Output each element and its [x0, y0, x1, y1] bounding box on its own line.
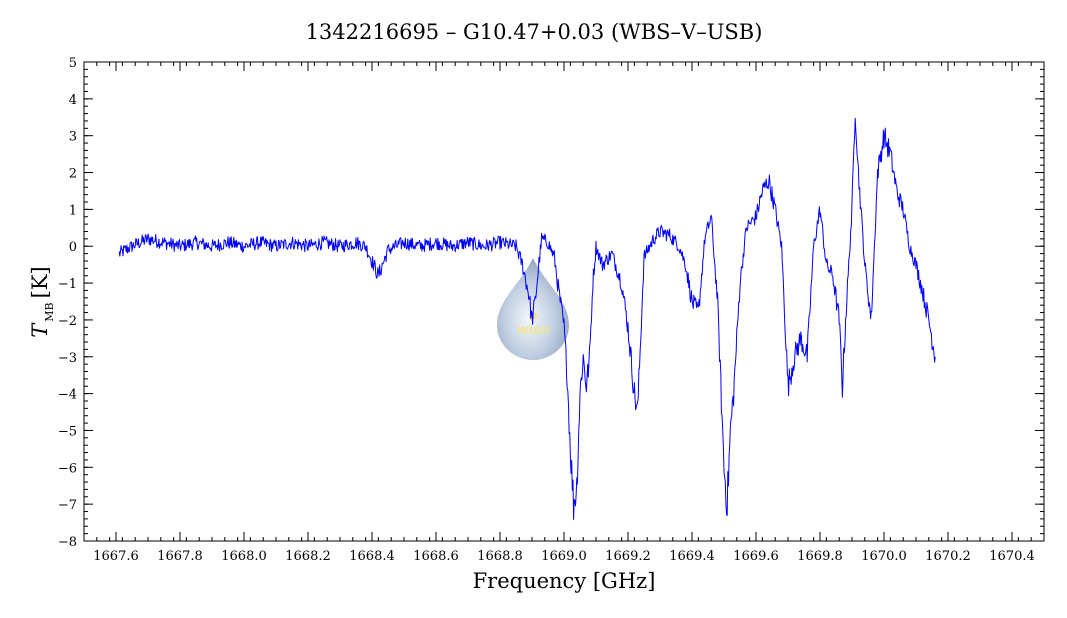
y-axis-ticks: 5 4 3 2 1 0 −1 −2 −3 −4 −5 −6 −7 −8	[58, 56, 1044, 550]
x-tick-label: 1669.8	[797, 549, 843, 564]
y-axis-label-sub: MB	[43, 302, 56, 321]
x-tick-label: 1670.0	[861, 549, 907, 564]
y-tick-label: 0	[69, 240, 77, 255]
x-tick-label: 1670.4	[989, 549, 1035, 564]
series-line	[118, 117, 936, 520]
x-tick-label: 1668.8	[477, 549, 523, 564]
y-tick-label: −3	[58, 351, 77, 366]
series-layer	[118, 117, 936, 520]
x-tick-label: 1667.6	[93, 549, 139, 564]
y-tick-label: 2	[69, 167, 77, 182]
y-tick-label: −4	[58, 388, 77, 403]
x-tick-label: 1667.8	[157, 549, 203, 564]
x-axis-label: Frequency [GHz]	[473, 569, 656, 593]
y-tick-label: 5	[69, 56, 77, 71]
y-axis-label-main: T	[28, 322, 52, 338]
x-axis-ticks: 1667.6 1667.8 1668.0 1668.2 1668.4 1668.6 1668…	[83, 62, 1045, 564]
x-tick-label: 1668.2	[285, 549, 331, 564]
x-tick-label: 1670.2	[925, 549, 971, 564]
x-tick-label: 1668.0	[221, 549, 267, 564]
y-axis-label-unit: [K]	[28, 266, 52, 298]
y-tick-label: 4	[69, 93, 77, 108]
y-tick-label: −8	[58, 535, 77, 550]
y-tick-label: −1	[58, 277, 77, 292]
x-tick-label: 1668.6	[413, 549, 459, 564]
y-tick-label: 1	[69, 203, 77, 218]
y-tick-label: −5	[58, 424, 77, 439]
y-tick-label: −6	[58, 461, 77, 476]
svg-text:TMB[K]: TMB [K]	[28, 266, 56, 337]
x-tick-label: 1669.6	[733, 549, 779, 564]
x-tick-label: 1669.0	[541, 549, 587, 564]
x-tick-label: 1668.4	[349, 549, 395, 564]
chart-title: 1342216695 – G10.47+0.03 (WBS–V–USB)	[306, 20, 763, 44]
y-tick-label: −7	[58, 498, 77, 513]
y-tick-label: −2	[58, 314, 77, 329]
x-tick-label: 1669.4	[669, 549, 715, 564]
x-tick-label: 1669.2	[605, 549, 651, 564]
y-axis-label: TMB [K]	[28, 266, 56, 337]
y-tick-label: 3	[69, 130, 77, 145]
logo-text: WISH	[516, 324, 549, 337]
plot-frame	[83, 61, 1045, 542]
